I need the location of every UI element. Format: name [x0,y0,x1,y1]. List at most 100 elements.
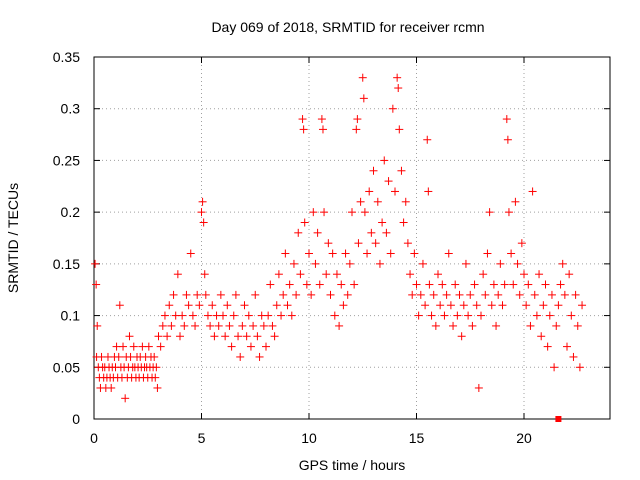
x-tick-label: 5 [198,430,206,446]
data-point [397,166,406,175]
data-point [219,311,227,320]
data-point [446,301,455,310]
data-point [330,311,339,320]
data-point [353,115,362,124]
data-point [578,301,587,310]
data-point [535,270,544,279]
data-point [524,280,533,289]
data-point [421,301,430,310]
data-point [198,197,207,206]
data-point [259,321,268,330]
data-point [477,311,485,320]
data-point [449,321,458,330]
y-tick-label: 0.1 [61,308,81,324]
data-point [296,270,305,279]
data-point [384,177,393,186]
data-point [474,383,483,392]
y-tick-label: 0.05 [53,359,80,375]
data-point [223,301,232,310]
data-point [560,290,569,299]
data-point [410,249,419,258]
x-tick-label: 0 [90,430,98,446]
data-point [547,290,556,299]
data-point [180,321,189,330]
data-point [165,301,174,310]
x-axis-label: GPS time / hours [299,457,406,473]
y-tick-labels: 0 0.05 0.1 0.15 0.2 0.25 0.3 0.35 [53,49,80,427]
data-point [107,383,116,392]
data-point [167,321,176,330]
data-point [208,301,217,310]
data-point [246,342,255,351]
data-point [451,280,460,289]
data-point [438,280,447,289]
data-point [178,311,187,320]
data-point [498,301,507,310]
data-point [358,73,367,82]
data-point [251,290,260,299]
data-point [339,301,348,310]
data-point [92,280,101,289]
data-point [173,270,182,279]
data-point [302,280,311,289]
data-point [341,249,350,258]
data-point [150,352,159,361]
data-point [464,311,473,320]
data-point [382,228,391,237]
data-point [119,342,128,351]
data-point [272,301,281,310]
data-point [326,290,335,299]
data-point [234,332,243,341]
data-point [182,290,191,299]
data-point [425,280,434,289]
data-point [507,249,516,258]
data-point [294,228,303,237]
data-points [91,73,587,403]
data-point [530,290,539,299]
y-axis-label: SRMTID / TECUs [5,183,21,293]
data-point [457,332,466,341]
data-point [395,125,404,134]
data-point [283,301,292,310]
data-point [240,301,249,310]
data-point [153,383,162,392]
data-point [453,311,462,320]
data-point [365,187,374,196]
data-point [360,208,369,217]
data-point [305,249,313,258]
data-point [470,280,479,289]
data-point [554,301,563,310]
data-point [515,290,524,299]
data-point [114,352,123,361]
data-point [210,332,219,341]
data-point [227,342,236,351]
data-point [468,321,477,330]
y-tick-label: 0.2 [61,204,81,220]
y-tick-label: 0.35 [53,49,80,65]
data-point [129,342,138,351]
data-point [359,94,368,103]
data-point [487,301,496,310]
data-point [200,270,209,279]
data-point [231,290,240,299]
data-point [550,363,559,372]
data-point [309,208,318,217]
data-point [354,239,363,248]
data-point [537,332,546,341]
data-point [378,218,387,227]
data-point [558,259,567,268]
data-point [163,332,172,341]
data-point [151,373,160,382]
data-point [186,249,195,258]
data-point [455,290,464,299]
data-point [427,311,436,320]
data-point [367,228,376,237]
data-point [571,290,580,299]
x-tick-labels: 0 5 10 15 20 [90,430,532,446]
axis-ticks [93,56,610,420]
y-tick-label: 0.25 [53,152,80,168]
data-point [466,290,475,299]
data-point [442,290,451,299]
data-point [424,187,433,196]
